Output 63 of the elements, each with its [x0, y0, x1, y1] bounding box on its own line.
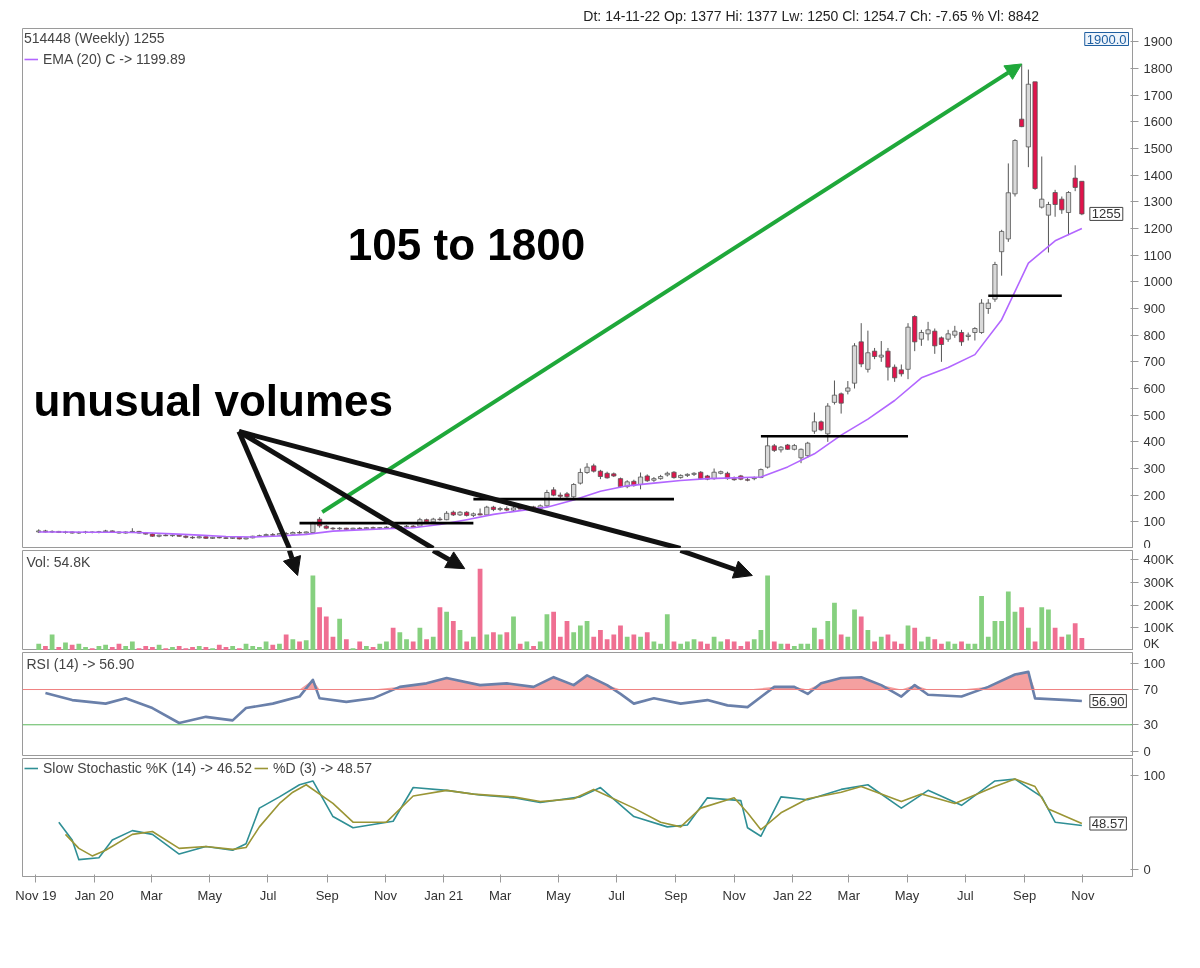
y-tick-label: 900 [1143, 301, 1166, 316]
y-tick-label: 200 [1143, 487, 1166, 503]
legend-label: Slow Stochastic %K (14) -> 46.52 [43, 760, 252, 776]
x-tick-label: Jan 21 [424, 887, 464, 903]
y-tick-label: 1600 [1143, 114, 1173, 130]
x-tick-label: Nov [373, 887, 398, 903]
y-tick-label: 1200 [1143, 221, 1173, 236]
y-tick-label: 1900 [1143, 34, 1173, 50]
y-tick-label: 800 [1143, 327, 1166, 343]
y-tick-label: 200K [1143, 597, 1175, 613]
y-tick-label: 0 [1143, 743, 1151, 759]
y-tick-label: 0 [1143, 536, 1151, 552]
y-tick-label: 1000 [1143, 274, 1173, 290]
annotation: 1255 [1091, 206, 1121, 222]
y-tick-label: 1500 [1143, 141, 1173, 156]
y-tick-label: 100 [1143, 655, 1166, 671]
y-tick-label: 400K [1143, 552, 1175, 568]
y-tick-label: 1700 [1143, 87, 1173, 103]
x-tick-label: Jul [957, 887, 974, 903]
chart-title: Vol: 54.8K [26, 553, 91, 570]
x-tick-label: Jan 20 [74, 887, 114, 903]
y-tick-label: 1100 [1143, 247, 1172, 263]
legend-label: EMA (20) C -> 1199.89 [43, 51, 186, 67]
y-tick-label: 600 [1143, 381, 1166, 396]
annotation: 1900.0 [1086, 31, 1127, 47]
y-tick-label: 700 [1143, 354, 1166, 370]
y-tick-label: 1800 [1143, 61, 1173, 76]
x-tick-label: Jul [608, 887, 626, 903]
x-tick-label: Nov [1071, 887, 1095, 903]
x-tick-label: Mar [837, 887, 861, 903]
y-tick-label: 100 [1143, 767, 1166, 783]
y-tick-label: 300 [1143, 461, 1166, 476]
chart-subtitle: Dt: 14-11-22 Op: 1377 Hi: 1377 Lw: 1250 Cl: 1254.7 Ch: -7.65 % Vl: 8842 [583, 7, 1040, 24]
x-tick-label: Mar [488, 887, 512, 903]
annotation: 105 to 1800 [347, 219, 586, 269]
annotation: unusual volumes [33, 375, 394, 425]
y-tick-label: 500 [1143, 407, 1166, 423]
x-tick-label: Sep [315, 887, 339, 903]
chart-title: 514448 (Weekly) 1255 [24, 30, 166, 46]
x-tick-label: Jul [259, 887, 277, 903]
x-tick-label: Mar [140, 887, 164, 903]
y-tick-label: 300K [1143, 574, 1175, 590]
y-tick-label: 1300 [1143, 194, 1173, 210]
annotation: 48.57 [1091, 816, 1125, 832]
y-tick-label: 100 [1143, 514, 1166, 530]
y-tick-label: 400 [1143, 434, 1166, 450]
y-tick-label: 0 [1143, 861, 1151, 877]
y-tick-label: 0K [1143, 635, 1160, 651]
x-tick-label: May [197, 887, 223, 903]
y-tick-label: 1400 [1143, 167, 1173, 183]
legend-label: %D (3) -> 48.57 [272, 760, 373, 776]
y-tick-label: 70 [1143, 682, 1158, 698]
x-tick-label: Nov 19 [15, 887, 57, 903]
x-tick-label: Sep [664, 887, 688, 903]
chart-title: RSI (14) -> 56.90 [26, 655, 135, 672]
y-tick-label: 100K [1143, 620, 1175, 636]
annotation: 56.90 [1091, 693, 1125, 709]
x-tick-label: Sep [1012, 887, 1037, 903]
y-tick-label: 30 [1143, 717, 1158, 733]
x-tick-label: May [894, 887, 920, 903]
x-tick-label: Nov [722, 887, 747, 903]
x-tick-label: May [546, 887, 572, 903]
x-tick-label: Jan 22 [772, 887, 812, 903]
